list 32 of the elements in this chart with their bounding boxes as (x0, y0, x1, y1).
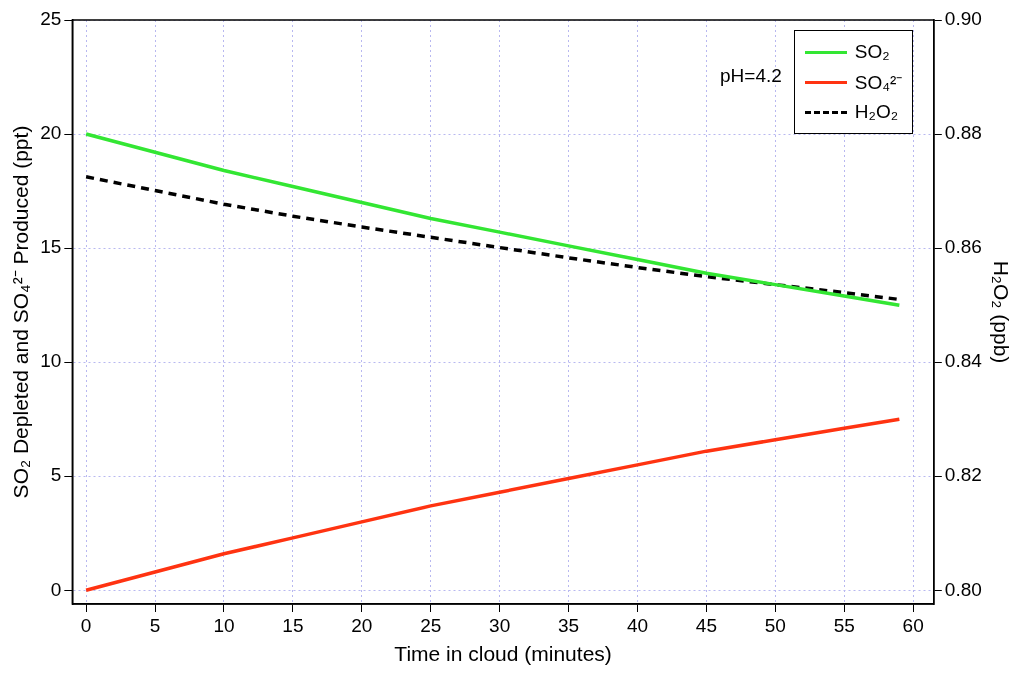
y-tick-label: 0 (50, 578, 62, 600)
x-tick-label: 35 (557, 614, 580, 636)
y-tick-label: 20 (40, 122, 62, 144)
annotation: pH=4.2 (720, 65, 782, 87)
x-tick-label: 5 (149, 614, 161, 636)
x-tick-label: 15 (282, 614, 304, 636)
x-tick-label: 30 (489, 614, 511, 636)
x-tick-label: 25 (420, 614, 442, 636)
x-axis-title: Time in cloud (minutes) (394, 642, 612, 666)
legend-label: H₂O₂ (854, 101, 899, 123)
x-tick-label: 20 (351, 614, 373, 636)
y-tick-label: 5 (50, 464, 62, 486)
x-tick-label: 60 (902, 614, 924, 636)
y2-tick-label: 0.86 (944, 236, 982, 258)
y-axis-title: SO₂ Depleted and SO₄²⁻ Produced (ppt) (9, 125, 33, 499)
y-tick-label: 25 (40, 8, 62, 30)
y2-tick-label: 0.88 (944, 122, 982, 144)
y-tick-label: 10 (40, 350, 62, 372)
y2-tick-label: 0.82 (944, 464, 982, 486)
x-tick-label: 45 (695, 614, 717, 636)
x-tick-label: 0 (80, 614, 92, 636)
y2-tick-label: 0.90 (944, 8, 982, 30)
x-tick-label: 40 (626, 614, 649, 636)
x-tick-label: 55 (833, 614, 855, 636)
y2-tick-label: 0.80 (944, 578, 982, 600)
x-tick-label: 10 (213, 614, 235, 636)
x-tick-label: 50 (764, 614, 786, 636)
legend-label: SO₂ (854, 41, 890, 63)
y2-tick-label: 0.84 (944, 350, 983, 372)
legend-label: SO₄²⁻ (854, 71, 903, 95)
y2-axis-title: H₂O₂ (ppb) (989, 260, 1013, 364)
y-tick-label: 15 (40, 236, 62, 258)
